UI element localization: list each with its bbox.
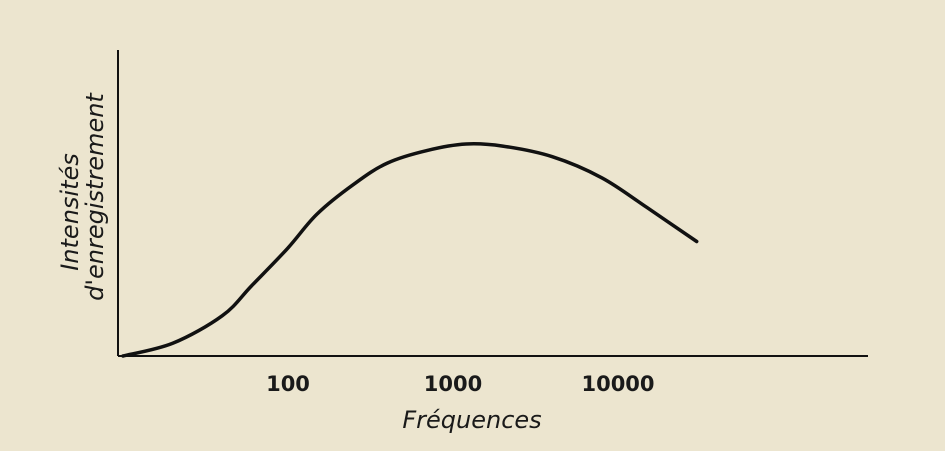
y-axis-title-line-1: Intensités: [56, 153, 84, 271]
series-layer: [121, 141, 699, 358]
x-tick-label: 10000: [581, 372, 654, 396]
intensity-curve: [121, 141, 699, 358]
y-axis-title: Intensités d'enregistrement: [56, 92, 109, 301]
axes: [117, 50, 868, 357]
x-axis-title: Fréquences: [402, 406, 541, 434]
x-tick-label: 100: [266, 372, 310, 396]
x-tick-labels: 100 1000 10000: [266, 372, 654, 396]
x-tick-label: 1000: [424, 372, 482, 396]
y-axis-title-line-2: d'enregistrement: [81, 92, 109, 301]
